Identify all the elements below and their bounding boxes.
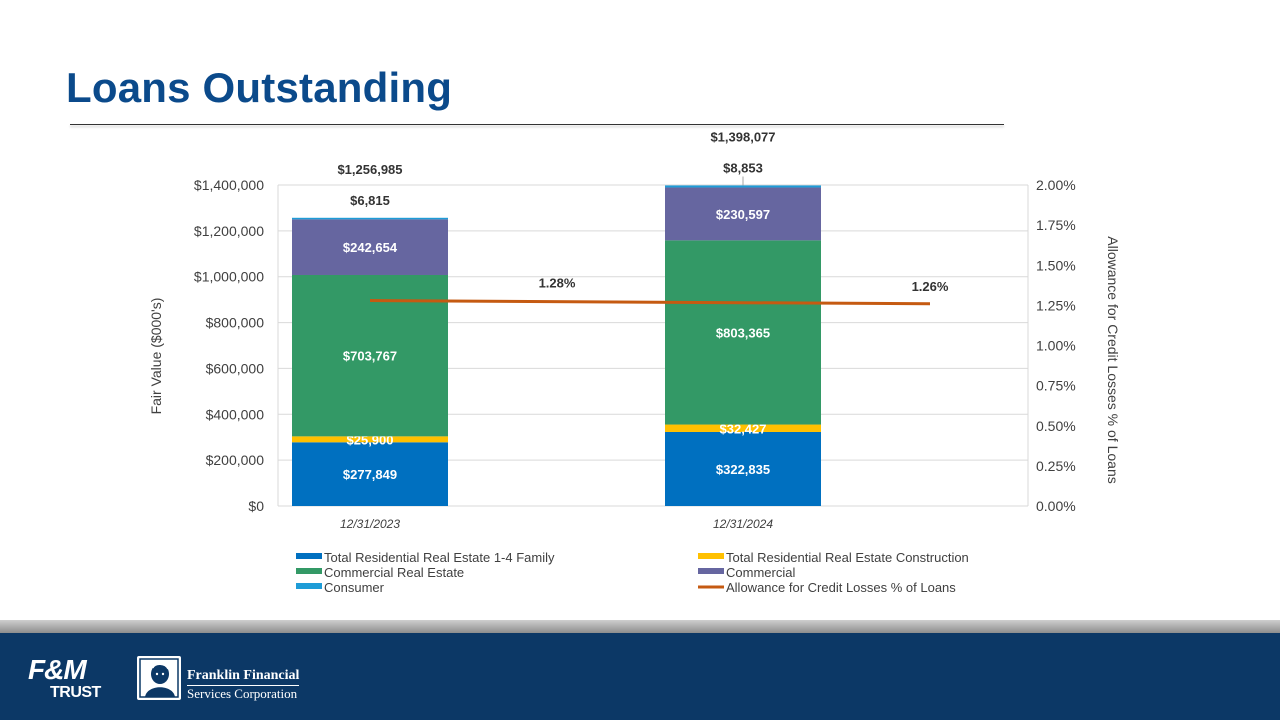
legend-label: Commercial Real Estate	[324, 565, 464, 580]
bar-data-label: $8,853	[723, 160, 763, 175]
fm-trust-logo: F&M TRUST	[26, 656, 110, 704]
bar-data-label: $803,365	[716, 325, 770, 340]
y2-tick-label: 1.75%	[1036, 217, 1076, 233]
y-axis-title: Fair Value ($000's)	[148, 298, 164, 415]
bar-segment	[665, 185, 821, 188]
allowance-line	[369, 299, 931, 306]
legend-label: Consumer	[324, 580, 385, 595]
legend-swatch	[296, 568, 322, 574]
franklin-financial-logo: Franklin Financial Services Corporation	[187, 668, 299, 701]
bar-total-label: $1,398,077	[710, 129, 775, 144]
legend-swatch	[698, 568, 724, 574]
footer-gradient-band	[0, 620, 1280, 633]
title-divider	[70, 124, 1004, 125]
bar-data-label: $230,597	[716, 207, 770, 222]
franklin-portrait-icon	[137, 656, 181, 700]
y2-tick-label: 1.00%	[1036, 338, 1076, 354]
bar-segment	[665, 431, 821, 506]
legend-label: Allowance for Credit Losses % of Loans	[726, 580, 956, 595]
legend-label: Total Residential Real Estate 1-4 Family	[324, 550, 555, 565]
footer-bar	[0, 633, 1280, 720]
bar-data-label: $6,815	[350, 193, 390, 208]
x-tick-label: 12/31/2024	[713, 517, 773, 531]
bar-segment	[292, 219, 448, 275]
y2-tick-label: 2.00%	[1036, 177, 1076, 193]
bar-segment	[292, 436, 448, 443]
loans-chart: $0 $200,000 $400,000 $600,000 $800,000 $1,000…	[148, 129, 1121, 595]
line-data-label: 1.28%	[539, 276, 576, 291]
bar-segment	[292, 217, 448, 220]
bar-data-label: $32,427	[720, 421, 767, 436]
y-tick-label: $200,000	[206, 452, 265, 468]
y-tick-label: $600,000	[206, 360, 265, 376]
bar-data-label: $242,654	[343, 240, 398, 255]
bar-data-label: $322,835	[716, 462, 770, 477]
y2-tick-label: 0.00%	[1036, 498, 1076, 514]
legend-swatch	[296, 553, 322, 559]
ffs-logo-rule	[187, 685, 299, 686]
bar-data-label: $277,849	[343, 467, 397, 482]
legend-label: Total Residential Real Estate Constructi…	[726, 550, 969, 565]
bar-segment	[665, 240, 821, 425]
page-title: Loans Outstanding	[66, 64, 453, 111]
fm-logo-mark: F&M	[28, 654, 87, 685]
legend-swatch	[698, 553, 724, 559]
y-tick-label: $1,400,000	[194, 177, 264, 193]
ffs-name-line1: Franklin Financial	[187, 668, 300, 683]
y2-tick-label: 0.75%	[1036, 378, 1076, 394]
legend-swatch	[296, 583, 322, 589]
x-tick-label: 12/31/2023	[340, 517, 400, 531]
y-tick-label: $400,000	[206, 406, 265, 422]
fm-logo-word: TRUST	[50, 684, 101, 701]
y-tick-label: $0	[248, 498, 264, 514]
y2-tick-label: 0.50%	[1036, 418, 1076, 434]
y2-tick-label: 0.25%	[1036, 458, 1076, 474]
bar-segment	[665, 187, 821, 241]
line-data-label: 1.26%	[912, 279, 949, 294]
y-tick-label: $800,000	[206, 315, 265, 331]
y-tick-label: $1,000,000	[194, 269, 264, 285]
y2-tick-label: 1.25%	[1036, 297, 1076, 313]
legend-label: Commercial	[726, 565, 795, 580]
bar-total-label: $1,256,985	[337, 162, 402, 177]
y-tick-label: $1,200,000	[194, 223, 264, 239]
bar-segment	[292, 442, 448, 506]
ffs-name-line2: Services Corporation	[187, 686, 298, 701]
y2-axis-title: Allowance for Credit Losses % of Loans	[1105, 236, 1121, 483]
bar-data-label: $703,767	[343, 349, 397, 364]
y2-tick-label: 1.50%	[1036, 257, 1076, 273]
bar-segment	[665, 424, 821, 432]
